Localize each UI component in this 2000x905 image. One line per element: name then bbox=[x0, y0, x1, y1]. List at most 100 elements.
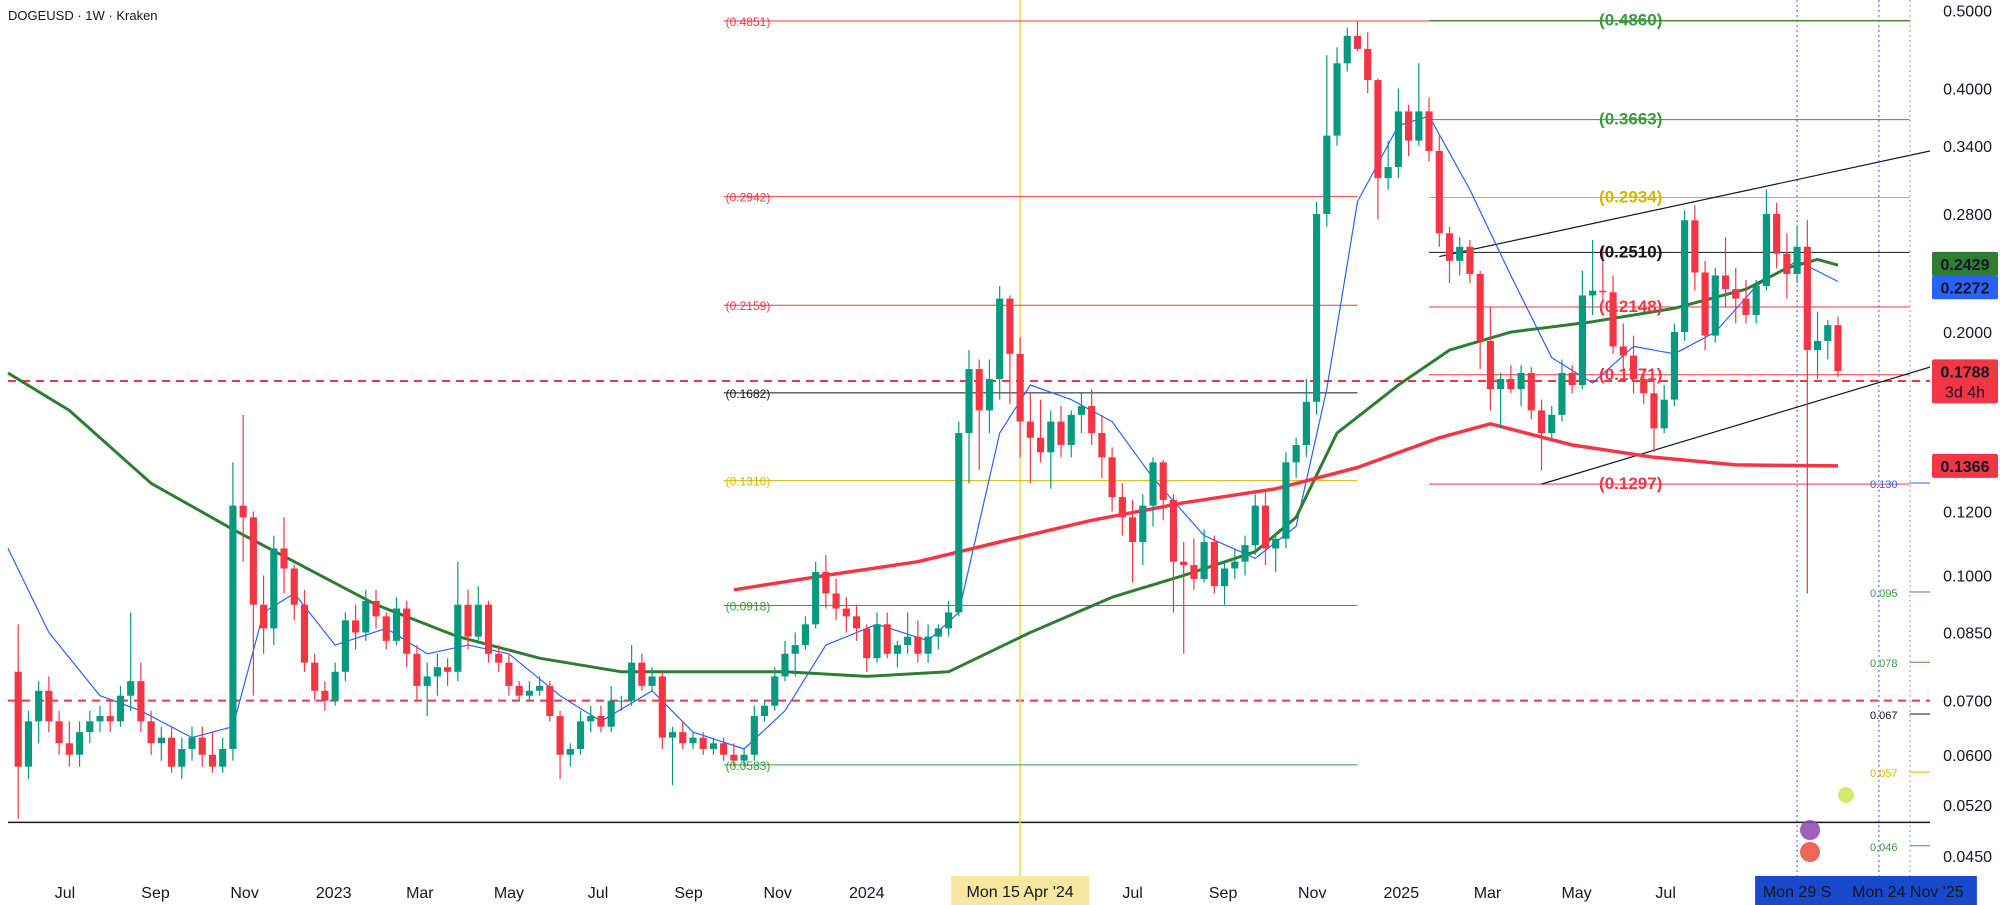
candle bbox=[24, 710, 33, 779]
candle-body bbox=[863, 628, 871, 659]
candle bbox=[331, 662, 339, 706]
candle bbox=[372, 589, 380, 629]
candle-body bbox=[1537, 410, 1546, 434]
candle-body bbox=[75, 732, 84, 755]
candle bbox=[1537, 399, 1546, 471]
price-label-subtext: 3d 4h bbox=[1945, 384, 1985, 401]
candle bbox=[1026, 393, 1034, 484]
candle bbox=[1302, 378, 1310, 458]
candle-body bbox=[1548, 414, 1556, 434]
candle bbox=[709, 737, 717, 755]
candle-body bbox=[955, 433, 963, 613]
candle-body bbox=[628, 662, 636, 701]
candle bbox=[525, 681, 533, 701]
candle-body bbox=[1118, 497, 1126, 518]
candle-body bbox=[1169, 499, 1178, 562]
x-tick-label: Mar bbox=[1474, 885, 1502, 902]
candle bbox=[219, 737, 227, 773]
candle bbox=[934, 624, 942, 650]
candle bbox=[484, 600, 493, 663]
candle-body bbox=[975, 369, 983, 411]
candle-body bbox=[760, 705, 769, 717]
marker-dot-icon bbox=[1838, 787, 1854, 803]
candle bbox=[1425, 97, 1433, 162]
moving-average-fast bbox=[7, 115, 1839, 750]
candle bbox=[1077, 393, 1086, 434]
candle bbox=[423, 662, 431, 717]
candle bbox=[1169, 494, 1178, 613]
candle bbox=[464, 589, 472, 650]
candle-body bbox=[597, 716, 605, 727]
candle bbox=[178, 737, 186, 779]
candle-body bbox=[1415, 111, 1423, 141]
date-badge-bg bbox=[1838, 876, 1977, 905]
price-label-2: 0.1788 3d 4h bbox=[1932, 359, 1998, 404]
candle-body bbox=[1629, 355, 1638, 379]
candle-body bbox=[822, 571, 830, 594]
candle-body bbox=[709, 743, 717, 749]
candle-body bbox=[1721, 275, 1730, 290]
price-label-text: 0.1788 bbox=[1941, 364, 1990, 381]
candle bbox=[403, 600, 411, 668]
candle-body bbox=[1640, 378, 1648, 394]
candle bbox=[1006, 295, 1014, 404]
candle-body bbox=[1568, 372, 1576, 386]
price-label-text: 0.2272 bbox=[1941, 280, 1990, 297]
candle bbox=[1558, 359, 1566, 422]
candle-body bbox=[484, 604, 493, 654]
candle-body bbox=[658, 676, 666, 738]
candle-body bbox=[1486, 340, 1494, 390]
candle bbox=[832, 578, 840, 621]
fib-label-7: (0.4860) bbox=[1599, 10, 1662, 29]
candle-body bbox=[249, 517, 257, 605]
candle bbox=[1374, 78, 1382, 219]
candle bbox=[1486, 306, 1494, 411]
candle bbox=[873, 612, 881, 663]
candle-body bbox=[1200, 541, 1208, 579]
candle-body bbox=[515, 685, 523, 696]
candle-body bbox=[86, 721, 94, 733]
candle bbox=[1251, 494, 1259, 555]
candle bbox=[689, 732, 697, 749]
candle bbox=[985, 359, 994, 434]
price-label-bg bbox=[1932, 359, 1998, 404]
x-tick-label: Jul bbox=[1655, 885, 1675, 902]
candle-body bbox=[1773, 213, 1781, 254]
candle bbox=[720, 737, 728, 761]
candle bbox=[1660, 385, 1668, 434]
candle-body bbox=[137, 681, 145, 722]
candle bbox=[1578, 271, 1586, 390]
candle bbox=[167, 726, 176, 773]
candle-body bbox=[1026, 421, 1034, 438]
candle bbox=[740, 748, 748, 767]
candle bbox=[1681, 210, 1689, 341]
candle-body bbox=[454, 604, 462, 672]
price-axis bbox=[1930, 0, 2000, 905]
candle-body bbox=[372, 600, 380, 617]
candle bbox=[1527, 367, 1535, 420]
candle-body bbox=[750, 716, 758, 755]
candle-body bbox=[1313, 213, 1321, 402]
candle-body bbox=[1272, 538, 1280, 549]
candle bbox=[1190, 538, 1198, 590]
candle bbox=[260, 575, 268, 654]
candle bbox=[822, 554, 830, 609]
x-tick-label: May bbox=[1561, 885, 1591, 902]
candle bbox=[607, 685, 615, 733]
candle-body bbox=[648, 676, 656, 686]
candle-body bbox=[55, 721, 63, 744]
fib-label-5: (0.0918) bbox=[726, 599, 771, 613]
candle bbox=[249, 511, 257, 696]
candle bbox=[1701, 260, 1709, 351]
candle-body bbox=[1077, 406, 1086, 415]
candle-body bbox=[965, 369, 973, 434]
candle-body bbox=[944, 612, 953, 629]
candle-body bbox=[1670, 332, 1678, 400]
candle bbox=[1159, 459, 1167, 521]
x-tick-label: Jul bbox=[1122, 885, 1142, 902]
candle bbox=[75, 721, 84, 767]
candle bbox=[730, 743, 738, 767]
candle bbox=[45, 676, 53, 733]
